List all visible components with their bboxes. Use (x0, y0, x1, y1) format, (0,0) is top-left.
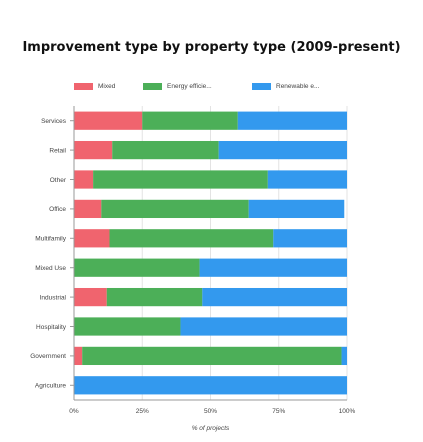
bar-industrial-energy-efficiency[interactable] (106, 287, 203, 307)
legend-swatch-renewable-energy (252, 82, 271, 90)
bar-government-mixed[interactable] (74, 346, 83, 366)
legend-item-mixed[interactable]: Mixed (74, 80, 115, 92)
bar-retail-renewable-energy[interactable] (218, 140, 347, 160)
x-axis-title: % of projects (192, 425, 230, 432)
bar-office-renewable-energy[interactable] (248, 199, 345, 219)
bar-office-energy-efficiency[interactable] (101, 199, 249, 219)
legend-item-renewable-energy[interactable]: Renewable e... (252, 80, 319, 92)
category-label-retail: Retail (49, 147, 66, 154)
bar-series (74, 111, 347, 395)
category-label-hospitality: Hospitality (36, 324, 67, 331)
bar-industrial-mixed[interactable] (74, 287, 107, 307)
bar-agriculture-renewable-energy[interactable] (74, 376, 347, 395)
chart-title: Improvement type by property type (2009-… (22, 40, 401, 55)
bar-office-mixed[interactable] (74, 199, 102, 219)
category-label-multifamily: Multifamily (35, 236, 66, 243)
category-label-mixed-use: Mixed Use (35, 265, 66, 272)
x-tick-label-3: 75% (272, 408, 285, 415)
legend-label-renewable-energy: Renewable e... (276, 82, 320, 90)
axes: 0% 25% 50% 75% 100% Services Retail Other Office… (30, 106, 356, 415)
legend-label-energy-efficiency: Energy efficie... (167, 82, 212, 90)
bar-hospitality-renewable-energy[interactable] (180, 317, 347, 336)
x-tick-label-4: 100% (339, 408, 356, 415)
bar-services-mixed[interactable] (74, 111, 143, 130)
category-label-office: Office (49, 206, 66, 213)
x-tick-label-2: 50% (204, 408, 217, 415)
x-tick-label-1: 25% (136, 408, 149, 415)
bar-multifamily-energy-efficiency[interactable] (109, 229, 274, 248)
bar-other-energy-efficiency[interactable] (93, 170, 268, 189)
bar-government-energy-efficiency[interactable] (82, 346, 342, 366)
legend-swatch-mixed (74, 82, 93, 90)
x-tick-label-0: 0% (69, 408, 79, 415)
bar-mixed-use-renewable-energy[interactable] (199, 258, 347, 277)
bar-government-renewable-energy[interactable] (341, 346, 347, 366)
bar-services-renewable-energy[interactable] (237, 111, 347, 130)
bar-other-renewable-energy[interactable] (267, 170, 347, 189)
bar-retail-energy-efficiency[interactable] (112, 140, 219, 160)
legend-item-energy-efficiency[interactable]: Energy efficie... (143, 80, 212, 92)
bar-industrial-renewable-energy[interactable] (202, 287, 347, 307)
category-label-industrial: Industrial (40, 294, 67, 301)
legend-label-mixed: Mixed (98, 82, 116, 90)
bar-services-energy-efficiency[interactable] (142, 111, 238, 130)
bar-mixed-use-energy-efficiency[interactable] (74, 258, 200, 277)
bar-other-mixed[interactable] (74, 170, 94, 189)
bar-multifamily-renewable-energy[interactable] (273, 229, 347, 248)
category-label-other: Other (50, 177, 67, 184)
category-label-services: Services (41, 118, 67, 125)
bar-hospitality-energy-efficiency[interactable] (74, 317, 181, 336)
chart-legend: Mixed Energy efficie... Renewable e... (0, 80, 423, 94)
category-label-government: Government (30, 353, 66, 360)
legend-swatch-energy-efficiency (143, 82, 162, 90)
bar-multifamily-mixed[interactable] (74, 229, 110, 248)
bar-retail-mixed[interactable] (74, 140, 113, 160)
category-label-agriculture: Agriculture (35, 383, 66, 390)
